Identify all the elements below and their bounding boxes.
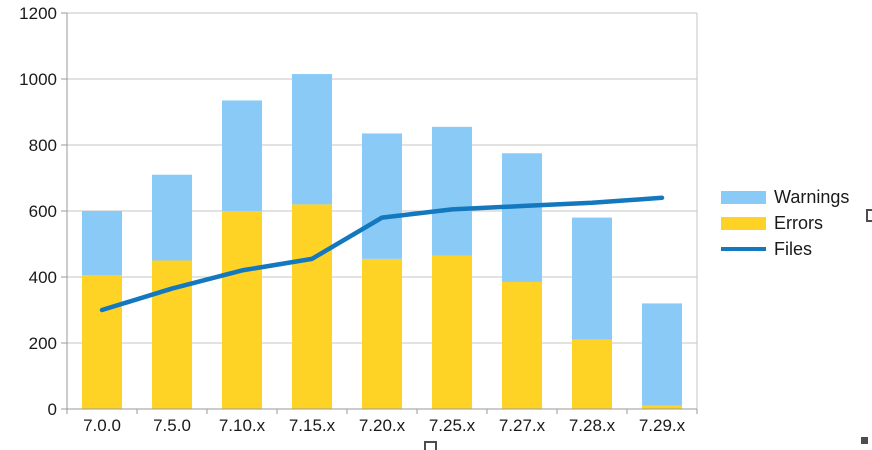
bar-errors-7.28.x[interactable] [572,339,612,409]
bar-warnings-7.29.x[interactable] [642,303,682,406]
bar-errors-7.0.0[interactable] [82,275,122,409]
errors-swatch-icon [721,216,766,230]
x-tick-label-7.25.x: 7.25.x [429,416,476,435]
legend-label-files: Files [774,239,813,259]
files-line-swatch-icon [721,247,766,251]
bar-errors-7.29.x[interactable] [642,405,682,409]
bar-warnings-7.27.x[interactable] [502,153,542,282]
bar-warnings-7.28.x[interactable] [572,217,612,340]
bar-errors-7.27.x[interactable] [502,281,542,409]
chart-legend: Warnings Errors Files [721,184,849,262]
selection-handle-bottom-right[interactable] [861,437,868,444]
bar-warnings-7.5.0[interactable] [152,174,192,261]
bar-warnings-7.25.x[interactable] [432,126,472,256]
y-tick-label-1200: 1200 [19,4,57,23]
y-tick-label-1000: 1000 [19,70,57,89]
selection-handle-right-middle[interactable] [866,209,872,222]
bar-errors-7.25.x[interactable] [432,255,472,409]
x-tick-label-7.15.x: 7.15.x [289,416,336,435]
warnings-swatch-icon [721,190,766,204]
x-tick-label-7.27.x: 7.27.x [499,416,546,435]
bar-warnings-7.0.0[interactable] [82,211,122,276]
bar-warnings-7.15.x[interactable] [292,74,332,205]
x-tick-label-7.0.0: 7.0.0 [83,416,121,435]
y-tick-label-200: 200 [29,334,57,353]
y-tick-label-600: 600 [29,202,57,221]
legend-item-files[interactable]: Files [721,236,849,262]
y-tick-label-800: 800 [29,136,57,155]
y-tick-label-400: 400 [29,268,57,287]
y-tick-label-0: 0 [48,400,57,419]
bar-errors-7.20.x[interactable] [362,258,402,409]
bar-warnings-7.20.x[interactable] [362,133,402,259]
legend-label-warnings: Warnings [774,187,850,207]
x-tick-label-7.5.0: 7.5.0 [153,416,191,435]
bar-errors-7.15.x[interactable] [292,204,332,409]
files-line[interactable] [99,195,665,313]
x-tick-label-7.20.x: 7.20.x [359,416,406,435]
legend-label-errors: Errors [774,213,823,233]
bar-warnings-7.10.x[interactable] [222,100,262,211]
legend-item-warnings[interactable]: Warnings [721,184,849,210]
selection-handle-bottom-center[interactable] [424,441,437,450]
x-tick-label-7.10.x: 7.10.x [219,416,266,435]
legend-item-errors[interactable]: Errors [721,210,849,236]
bar-errors-7.10.x[interactable] [222,211,262,409]
x-tick-label-7.29.x: 7.29.x [639,416,686,435]
x-tick-label-7.28.x: 7.28.x [569,416,616,435]
